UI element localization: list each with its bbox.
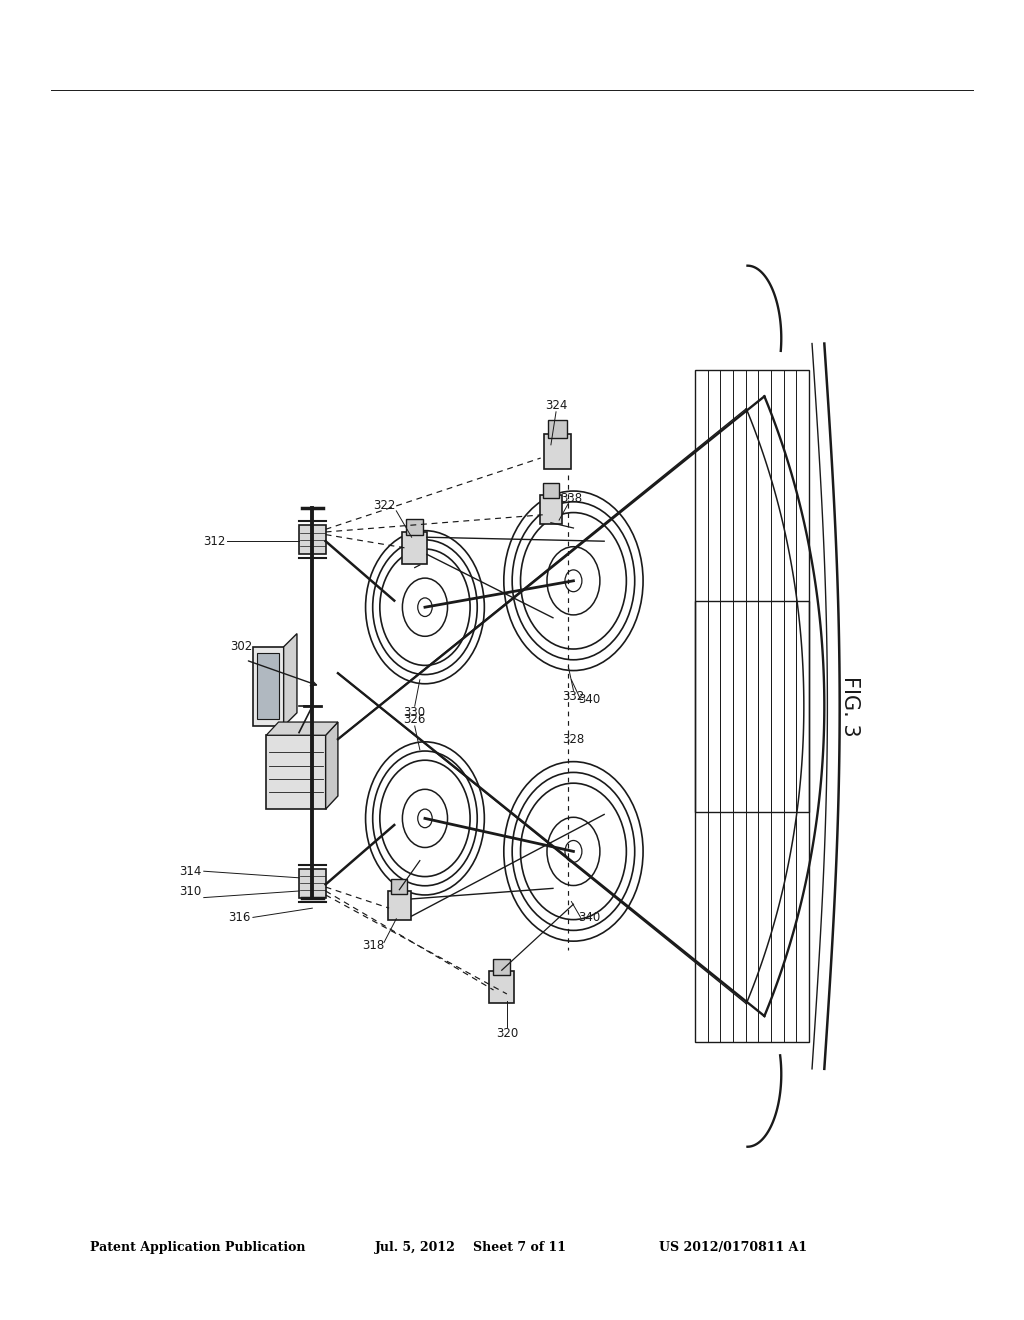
Text: Sheet 7 of 11: Sheet 7 of 11 (473, 1241, 566, 1254)
Text: 302: 302 (230, 640, 253, 653)
Bar (407, 519, 423, 535)
Bar (299, 525, 326, 554)
Bar (391, 879, 408, 894)
Bar (540, 495, 562, 524)
Bar (494, 958, 510, 974)
Text: 340: 340 (579, 693, 601, 706)
Text: 324: 324 (545, 399, 567, 412)
Text: 320: 320 (496, 1027, 518, 1040)
Text: 330: 330 (403, 706, 426, 719)
Text: FIG. 3: FIG. 3 (840, 676, 860, 737)
Bar (299, 869, 326, 898)
Text: 340: 340 (579, 911, 601, 924)
Bar (543, 483, 559, 498)
Text: Patent Application Publication: Patent Application Publication (90, 1241, 305, 1254)
Text: 312: 312 (203, 535, 225, 548)
Text: 326: 326 (403, 713, 426, 726)
Text: 314: 314 (179, 865, 202, 878)
Polygon shape (266, 722, 338, 735)
Bar (402, 532, 427, 564)
Polygon shape (266, 735, 326, 809)
Text: 328: 328 (562, 733, 585, 746)
Bar (489, 972, 514, 1003)
Text: 310: 310 (179, 884, 202, 898)
Bar (388, 891, 411, 920)
Bar (544, 434, 570, 469)
Text: 322: 322 (373, 499, 395, 512)
Text: Jul. 5, 2012: Jul. 5, 2012 (375, 1241, 456, 1254)
Text: 318: 318 (362, 939, 385, 952)
Polygon shape (284, 634, 297, 726)
Text: 316: 316 (228, 911, 251, 924)
Text: US 2012/0170811 A1: US 2012/0170811 A1 (659, 1241, 808, 1254)
Polygon shape (253, 647, 284, 726)
Text: 332: 332 (562, 690, 585, 704)
Bar (548, 420, 566, 437)
Text: 338: 338 (560, 492, 583, 506)
Polygon shape (257, 653, 279, 719)
Polygon shape (326, 722, 338, 809)
